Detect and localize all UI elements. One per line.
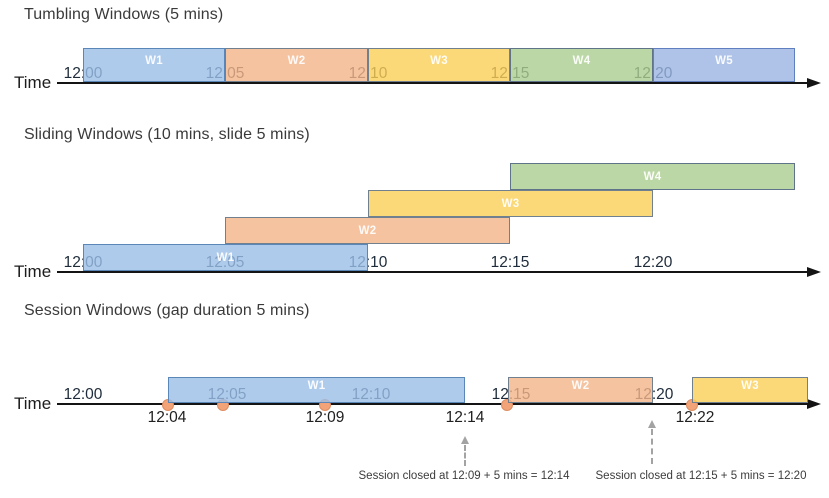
window-bar-w3: W3 bbox=[368, 48, 510, 82]
window-bar-w4: W4 bbox=[510, 48, 653, 82]
window-label: W1 bbox=[307, 380, 326, 392]
event-time-label: 12:14 bbox=[445, 409, 485, 426]
timeline-arrowhead-icon bbox=[807, 266, 821, 277]
window-bar-w2: W2 bbox=[225, 217, 510, 244]
timeline-arrowhead-icon bbox=[807, 398, 821, 409]
time-tick-label: 12:00 bbox=[63, 386, 103, 403]
window-label: W2 bbox=[571, 380, 590, 392]
time-tick-label: 12:15 bbox=[490, 254, 530, 271]
timeline bbox=[57, 271, 808, 274]
event-time-label: 12:22 bbox=[675, 409, 715, 426]
time-tick-label: 12:20 bbox=[633, 254, 673, 271]
time-axis-label: Time bbox=[14, 73, 52, 92]
event-time-label: 12:04 bbox=[147, 409, 187, 426]
window-bar-w3: W3 bbox=[692, 377, 808, 403]
window-label: W5 bbox=[715, 55, 733, 67]
annotation-dashed-line bbox=[651, 429, 653, 464]
window-bar-w4: W4 bbox=[510, 163, 795, 190]
window-label: W2 bbox=[358, 224, 377, 237]
window-label: W1 bbox=[216, 251, 235, 264]
annotation-arrow-icon bbox=[648, 420, 656, 428]
window-bar-w5: W5 bbox=[653, 48, 795, 82]
section-title-sliding: Sliding Windows (10 mins, slide 5 mins) bbox=[24, 126, 310, 143]
timeline bbox=[57, 82, 808, 85]
time-axis-label: Time bbox=[14, 394, 52, 413]
annotation-dashed-line bbox=[464, 445, 466, 466]
window-label: W2 bbox=[287, 55, 306, 67]
window-bar-w1: W1 bbox=[83, 244, 368, 271]
event-time-label: 12:09 bbox=[305, 409, 345, 426]
time-axis-label: Time bbox=[14, 262, 52, 281]
session-closed-annotation: Session closed at 12:09 + 5 mins = 12:14 bbox=[358, 470, 570, 482]
window-bar-w2: W2 bbox=[225, 48, 368, 82]
window-bar-w1: W1 bbox=[83, 48, 225, 82]
window-bar-w2: W2 bbox=[508, 377, 653, 403]
section-title-session: Session Windows (gap duration 5 mins) bbox=[24, 302, 310, 319]
timeline-arrowhead-icon bbox=[807, 77, 821, 88]
window-bar-w1: W1 bbox=[168, 377, 465, 403]
window-label: W1 bbox=[145, 55, 163, 67]
window-label: W4 bbox=[643, 170, 662, 183]
window-label: W3 bbox=[741, 380, 759, 392]
window-bar-w3: W3 bbox=[368, 190, 653, 217]
window-label: W3 bbox=[430, 55, 448, 67]
window-label: W4 bbox=[572, 55, 591, 67]
section-title-tumbling: Tumbling Windows (5 mins) bbox=[24, 6, 224, 23]
window-label: W3 bbox=[501, 197, 520, 210]
annotation-arrow-icon bbox=[461, 436, 469, 444]
timeline bbox=[57, 403, 808, 406]
session-closed-annotation: Session closed at 12:15 + 5 mins = 12:20 bbox=[595, 470, 807, 482]
